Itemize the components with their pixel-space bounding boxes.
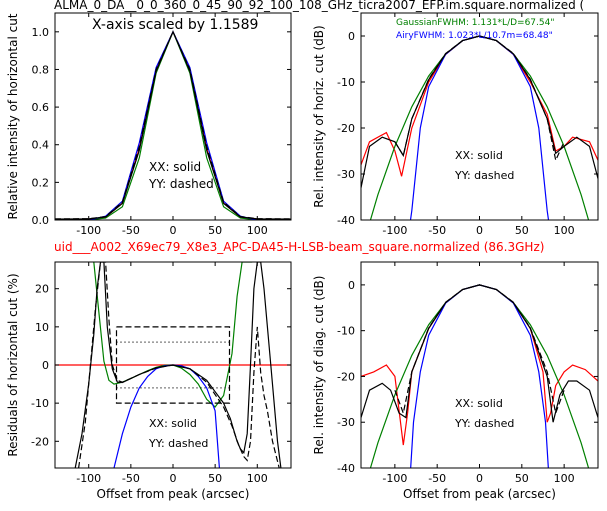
series-line-XX	[55, 30, 291, 220]
axes-frame	[360, 261, 599, 469]
series-line-airy	[410, 284, 549, 468]
figure-title-mid: uid___A002_X69ec79_X8e3_APC-DA45-H-LSB-b…	[54, 240, 544, 254]
x-tick-label: -100	[76, 224, 101, 237]
annotation-text: XX: solid	[455, 149, 503, 162]
annotation-text: X-axis scaled by 1.1589	[92, 17, 258, 33]
x-tick-label: 50	[208, 224, 222, 237]
y-tick-label: -10	[31, 397, 49, 410]
x-tick-label: -100	[382, 472, 407, 485]
x-tick-label: 50	[208, 472, 222, 485]
y-tick-label: -40	[337, 214, 355, 227]
y-tick-label: 0	[348, 279, 355, 292]
series-group	[361, 35, 598, 220]
series-group	[55, 30, 291, 220]
y-tick-label: -40	[337, 462, 355, 475]
annotation-text: XX: solid	[455, 397, 503, 410]
y-tick-label: -20	[337, 370, 355, 383]
x-tick-label: 100	[554, 224, 575, 237]
series-group	[361, 284, 598, 468]
x-tick-label: 100	[247, 224, 268, 237]
figure-title-top: ALMA_0_DA__0_0_360_0_45_90_92_100_108_GH…	[54, 0, 584, 12]
y-axis-label: Relative intensity of horizontal cut	[6, 13, 20, 219]
y-tick-label: -10	[337, 325, 355, 338]
annotation-text: YY: dashed	[148, 177, 214, 191]
x-tick-label: 0	[476, 224, 483, 237]
x-tick-label: 0	[476, 472, 483, 485]
annotation-text: YY: dashed	[454, 169, 514, 182]
y-tick-label: -10	[337, 76, 355, 89]
y-tick-label: -20	[337, 122, 355, 135]
plot-area: -100 -50 0 50 1000.00.20.40.60.81.0Relative …	[6, 12, 599, 501]
series-line-XX	[74, 262, 282, 468]
x-tick-label: -50	[122, 224, 140, 237]
y-tick-label: -30	[337, 416, 355, 429]
x-tick-label: 0	[170, 472, 177, 485]
x-tick-label: 0	[170, 224, 177, 237]
y-tick-label: 0	[348, 30, 355, 43]
series-line-YY	[55, 30, 291, 220]
y-tick-label: 0.2	[32, 176, 50, 189]
x-tick-label: 100	[247, 472, 268, 485]
x-tick-label: -100	[382, 224, 407, 237]
annotation-text: YY: dashed	[148, 437, 208, 450]
y-tick-label: 20	[35, 283, 49, 296]
x-axis-label: Offset from peak (arcsec)	[403, 487, 556, 501]
y-tick-label: 0	[42, 359, 49, 372]
y-tick-label: 0.0	[32, 214, 50, 227]
series-line-gaussian	[55, 30, 291, 220]
x-axis-label: Offset from peak (arcsec)	[97, 487, 250, 501]
series-line-XX	[361, 35, 598, 188]
y-tick-label: 10	[35, 321, 49, 334]
series-line-YY	[78, 262, 280, 468]
x-tick-label: -100	[76, 472, 101, 485]
annotation-text: XX: solid	[149, 160, 201, 174]
y-tick-label: 0.8	[32, 63, 50, 76]
legend-entry: GaussianFWHM: 1.131*L/D=67.54"	[396, 18, 554, 28]
series-line-box	[115, 326, 231, 404]
axes-frame	[360, 12, 599, 221]
x-tick-label: -50	[428, 224, 446, 237]
series-line-YY	[394, 284, 565, 416]
x-tick-label: 100	[554, 472, 575, 485]
panel-p1: -100 -50 0 50 100 0.0 0.2 0.4 0.6 0.8 1.0 Relative …	[6, 12, 292, 237]
annotation-text: XX: solid	[149, 417, 197, 430]
y-tick-label: -30	[337, 168, 355, 181]
y-axis-label: Residuals of horizontal cut (%)	[6, 273, 20, 456]
x-tick-label: 50	[515, 472, 529, 485]
x-tick-label: -50	[122, 472, 140, 485]
y-tick-label: 0.6	[32, 101, 50, 114]
series-line-airy	[55, 30, 291, 220]
series-line-airy	[409, 35, 550, 220]
y-axis-label: Rel. intensity of horiz. cut (dB)	[312, 25, 326, 207]
y-tick-label: -20	[31, 435, 49, 448]
x-tick-label: -50	[428, 472, 446, 485]
y-tick-label: 0.4	[32, 139, 50, 152]
series-group	[55, 262, 291, 468]
series-line-model	[55, 30, 291, 220]
series-line-YY	[394, 35, 565, 163]
series-line-gaussian	[93, 262, 253, 408]
y-tick-label: 1.0	[32, 26, 50, 39]
legend-entry: AiryFWHM: 1.023*L/10.7m=68.48"	[396, 31, 553, 41]
y-axis-label: Rel. intensity of diag. cut (dB)	[312, 276, 326, 455]
x-tick-label: 50	[515, 224, 529, 237]
annotation-text: YY: dashed	[454, 417, 514, 430]
